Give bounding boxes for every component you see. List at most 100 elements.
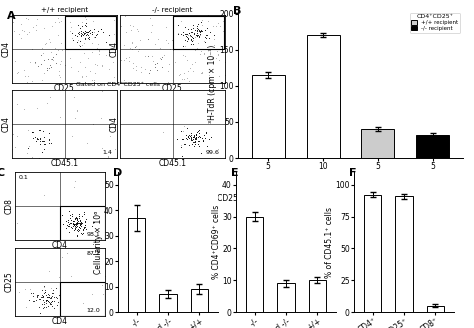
Point xyxy=(214,52,221,58)
Point xyxy=(75,212,83,217)
Point xyxy=(41,289,49,295)
Point xyxy=(194,134,202,139)
Point xyxy=(137,65,145,70)
Point xyxy=(98,146,105,151)
Point xyxy=(68,225,76,230)
Point xyxy=(50,294,58,299)
Point xyxy=(20,67,28,72)
Point xyxy=(74,227,82,232)
Bar xyxy=(416,135,449,158)
Point xyxy=(188,136,195,141)
Point xyxy=(128,39,136,45)
Point xyxy=(182,135,190,140)
Point xyxy=(102,39,110,44)
Point xyxy=(206,75,213,80)
Point xyxy=(89,78,96,83)
X-axis label: CD4: CD4 xyxy=(52,318,68,326)
Point xyxy=(28,130,36,135)
Point xyxy=(184,135,192,140)
Point xyxy=(29,24,37,30)
Point xyxy=(184,36,191,41)
Point xyxy=(38,138,46,143)
Point xyxy=(46,269,53,274)
Point xyxy=(178,77,185,82)
Point xyxy=(82,73,90,78)
Point xyxy=(59,255,66,260)
Point xyxy=(48,293,55,298)
Point xyxy=(56,88,64,93)
Point xyxy=(63,250,71,256)
Point xyxy=(174,32,182,37)
Point xyxy=(71,179,79,184)
Point xyxy=(70,184,78,190)
Point xyxy=(47,294,55,299)
Point xyxy=(179,136,187,142)
Point xyxy=(171,60,179,65)
Y-axis label: CD25: CD25 xyxy=(5,272,14,292)
Point xyxy=(91,30,98,35)
Point xyxy=(36,304,43,309)
Point xyxy=(82,17,89,22)
Point xyxy=(106,67,113,72)
Y-axis label: % CD4⁺CD69⁺ cells: % CD4⁺CD69⁺ cells xyxy=(212,205,221,279)
Point xyxy=(201,50,208,55)
Point xyxy=(193,136,201,141)
Point xyxy=(191,28,199,33)
Point xyxy=(176,71,184,76)
Point xyxy=(190,136,197,141)
Point xyxy=(163,24,170,30)
Title: +/+ recipient: +/+ recipient xyxy=(41,7,88,13)
Point xyxy=(191,59,199,64)
Y-axis label: CD4: CD4 xyxy=(109,41,118,57)
Point xyxy=(49,288,56,293)
Point xyxy=(40,305,48,310)
Point xyxy=(142,66,149,72)
Point xyxy=(72,216,79,221)
Point xyxy=(25,297,33,302)
Point xyxy=(187,65,194,70)
Point xyxy=(54,15,62,21)
Point xyxy=(164,79,172,85)
Text: F: F xyxy=(349,168,357,178)
Point xyxy=(64,217,71,222)
Point xyxy=(47,50,55,55)
Point xyxy=(197,70,205,75)
Point xyxy=(189,140,196,145)
Point xyxy=(205,35,213,40)
Point xyxy=(204,19,212,24)
Point xyxy=(184,134,191,140)
Point xyxy=(165,61,173,67)
Point xyxy=(192,131,200,136)
Point xyxy=(181,76,188,82)
Point xyxy=(45,136,53,141)
Point xyxy=(88,41,95,46)
Point xyxy=(198,70,206,75)
Point xyxy=(73,39,81,44)
Point xyxy=(188,38,196,44)
Point xyxy=(73,227,81,232)
Point xyxy=(200,39,208,44)
Point xyxy=(76,223,84,228)
Point xyxy=(73,222,81,227)
Point xyxy=(197,28,205,33)
Point xyxy=(122,55,129,61)
Point xyxy=(18,28,26,33)
Point xyxy=(202,129,210,134)
Point xyxy=(201,34,209,39)
Point xyxy=(118,58,125,63)
Point xyxy=(45,295,53,300)
Point xyxy=(47,65,55,70)
Point xyxy=(95,51,103,56)
Point xyxy=(197,27,205,32)
Point xyxy=(202,35,210,41)
Point xyxy=(69,37,76,43)
Point xyxy=(192,132,200,137)
Point xyxy=(71,224,79,229)
Point xyxy=(85,36,93,41)
Point xyxy=(35,296,43,301)
Point xyxy=(219,29,227,34)
Point xyxy=(45,295,53,300)
Point xyxy=(95,41,102,46)
Point xyxy=(73,221,80,226)
Point xyxy=(219,18,227,24)
